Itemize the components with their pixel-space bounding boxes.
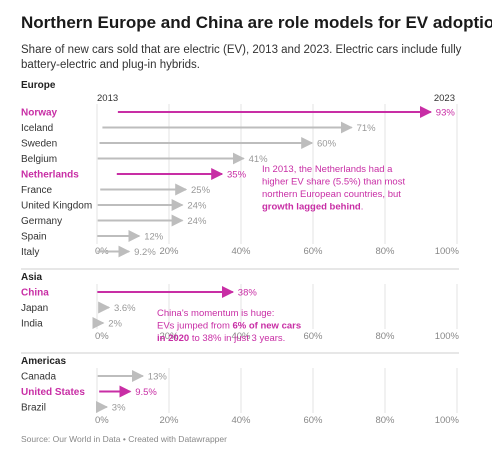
- row-label: Brazil: [21, 403, 46, 414]
- value-label: 2%: [108, 319, 122, 330]
- value-label: 71%: [357, 123, 377, 134]
- x-tick-label: 40%: [231, 331, 251, 342]
- row-label: Netherlands: [21, 170, 79, 181]
- region-label: Europe: [21, 80, 56, 91]
- value-label: 24%: [187, 216, 207, 227]
- row-label: Japan: [21, 303, 48, 314]
- x-tick-label: 80%: [375, 415, 395, 426]
- row-label: Sweden: [21, 139, 57, 150]
- source-footer: Source: Our World in Data • Created with…: [21, 434, 227, 444]
- row-label: China: [21, 288, 49, 299]
- x-tick-label: 100%: [435, 246, 460, 257]
- x-tick-label: 20%: [159, 246, 179, 257]
- value-label: 35%: [227, 170, 247, 181]
- row-label: Germany: [21, 216, 62, 227]
- value-label: 24%: [187, 201, 207, 212]
- x-tick-label: 60%: [303, 246, 323, 257]
- row-label: Belgium: [21, 154, 57, 165]
- row-label: Italy: [21, 247, 39, 258]
- chart-subtitle: Share of new cars sold that are electric…: [21, 44, 462, 71]
- x-tick-label: 80%: [375, 246, 395, 257]
- x-tick-label: 100%: [435, 415, 460, 426]
- x-tick-label: 40%: [231, 415, 251, 426]
- annotation-line: in 2020 to 38% in just 3 years.: [157, 333, 285, 344]
- region-label: Asia: [21, 272, 43, 283]
- value-label: 3.6%: [114, 303, 136, 314]
- annotation-line: higher EV share (5.5%) than most: [262, 177, 405, 188]
- annotation-line: In 2013, the Netherlands had a: [262, 164, 393, 175]
- annotation-line: northern European countries, but: [262, 189, 401, 200]
- value-label: 25%: [191, 185, 211, 196]
- value-label: 13%: [148, 372, 168, 383]
- x-tick-label: 60%: [303, 415, 323, 426]
- row-label: United States: [21, 387, 85, 398]
- value-label: 9.2%: [134, 247, 156, 258]
- chart-root: Europe 0% 20% 40% 60% 80% 100% 2013 2023 Norway 93…: [21, 80, 460, 426]
- end-year-label: 2023: [434, 93, 455, 104]
- value-label: 12%: [144, 232, 164, 243]
- x-tick-label: 80%: [375, 331, 395, 342]
- x-tick-label: 0%: [95, 331, 109, 342]
- x-tick-label: 20%: [159, 331, 179, 342]
- row-label: Iceland: [21, 123, 53, 134]
- x-tick-label: 100%: [435, 331, 460, 342]
- value-label: 60%: [317, 139, 337, 150]
- x-tick-label: 20%: [159, 415, 179, 426]
- row-label: India: [21, 319, 43, 330]
- x-tick-label: 0%: [95, 415, 109, 426]
- value-label: 93%: [436, 108, 456, 119]
- x-tick-label: 60%: [303, 331, 323, 342]
- annotation-line: EVs jumped from 6% of new cars: [157, 321, 301, 332]
- start-year-label: 2013: [97, 93, 118, 104]
- row-label: Canada: [21, 372, 56, 383]
- value-label: 38%: [238, 288, 258, 299]
- x-tick-label: 40%: [231, 246, 251, 257]
- chart-title: Northern Europe and China are role model…: [21, 13, 492, 32]
- row-label: United Kingdom: [21, 201, 92, 212]
- value-label: 9.5%: [135, 387, 157, 398]
- annotation-line: growth lagged behind.: [262, 202, 363, 213]
- row-label: France: [21, 185, 53, 196]
- row-label: Norway: [21, 108, 58, 119]
- annotation-line: China's momentum is huge:: [157, 308, 274, 319]
- value-label: 3%: [112, 403, 126, 414]
- region-label: Americas: [21, 356, 66, 367]
- row-label: Spain: [21, 232, 47, 243]
- value-label: 41%: [249, 154, 269, 165]
